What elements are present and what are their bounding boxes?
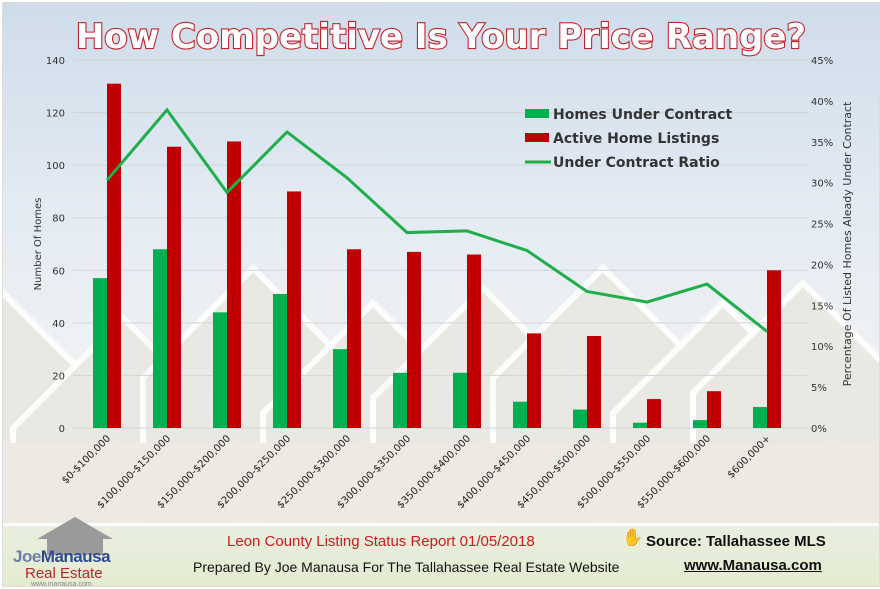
left-tick-label: 40 <box>52 319 65 330</box>
legend-swatch-active-listings <box>525 133 549 142</box>
right-tick-label: 45% <box>811 56 833 67</box>
hand-icon: ✋ <box>622 528 643 548</box>
left-axis-title: Number Of Homes <box>33 198 44 291</box>
bar-under-contract <box>693 420 707 428</box>
prepared-caption: Prepared By Joe Manausa For The Tallahas… <box>193 559 619 575</box>
right-tick-label: 15% <box>811 301 833 312</box>
bar-active-listings <box>587 336 601 428</box>
legend-label: Active Home Listings <box>553 131 719 147</box>
bar-active-listings <box>287 191 301 428</box>
right-tick-label: 0% <box>811 424 827 435</box>
bar-under-contract <box>513 402 527 428</box>
logo: JoeManausa Real Estate www.manausa.com <box>11 515 141 585</box>
bar-under-contract <box>273 294 287 428</box>
bar-under-contract <box>393 373 407 428</box>
right-tick-label: 10% <box>811 342 833 353</box>
bar-active-listings <box>467 255 481 428</box>
bar-active-listings <box>407 252 421 428</box>
bar-active-listings <box>767 270 781 428</box>
chart-title: How Competitive Is Your Price Range? <box>76 17 806 57</box>
right-tick-label: 35% <box>811 138 833 149</box>
right-tick-label: 25% <box>811 220 833 231</box>
left-tick-label: 80 <box>52 214 65 225</box>
report-caption: Leon County Listing Status Report 01/05/… <box>227 533 535 550</box>
bar-under-contract <box>633 423 647 428</box>
bar-active-listings <box>107 84 121 428</box>
right-tick-label: 20% <box>811 260 833 271</box>
left-tick-label: 0 <box>59 424 65 435</box>
left-tick-label: 60 <box>52 266 65 277</box>
bar-under-contract <box>453 373 467 428</box>
left-tick-label: 100 <box>46 161 65 172</box>
bar-under-contract <box>753 407 767 428</box>
left-tick-label: 120 <box>46 109 65 120</box>
left-tick-label: 140 <box>46 56 65 67</box>
legend-label: Under Contract Ratio <box>553 155 720 171</box>
right-tick-label: 40% <box>811 97 833 108</box>
right-tick-label: 30% <box>811 179 833 190</box>
source-caption: Source: Tallahassee MLS <box>646 533 826 550</box>
bar-active-listings <box>347 249 361 428</box>
bar-under-contract <box>333 349 347 428</box>
right-tick-label: 5% <box>811 383 827 394</box>
right-axis-title: Percentage Of Listed Homes Aleady Under … <box>841 101 854 386</box>
website-link[interactable]: www.Manausa.com <box>684 557 822 574</box>
left-tick-label: 20 <box>52 371 65 382</box>
bar-under-contract <box>213 312 227 428</box>
bar-active-listings <box>647 399 661 428</box>
bar-under-contract <box>93 278 107 428</box>
bar-active-listings <box>527 333 541 428</box>
bar-active-listings <box>707 391 721 428</box>
legend-label: Homes Under Contract <box>553 107 732 123</box>
legend-swatch-under-contract <box>525 109 549 118</box>
bar-under-contract <box>153 249 167 428</box>
bar-active-listings <box>167 147 181 428</box>
bar-under-contract <box>573 410 587 428</box>
chart: How Competitive Is Your Price Range? 0 20 4… <box>3 3 879 586</box>
